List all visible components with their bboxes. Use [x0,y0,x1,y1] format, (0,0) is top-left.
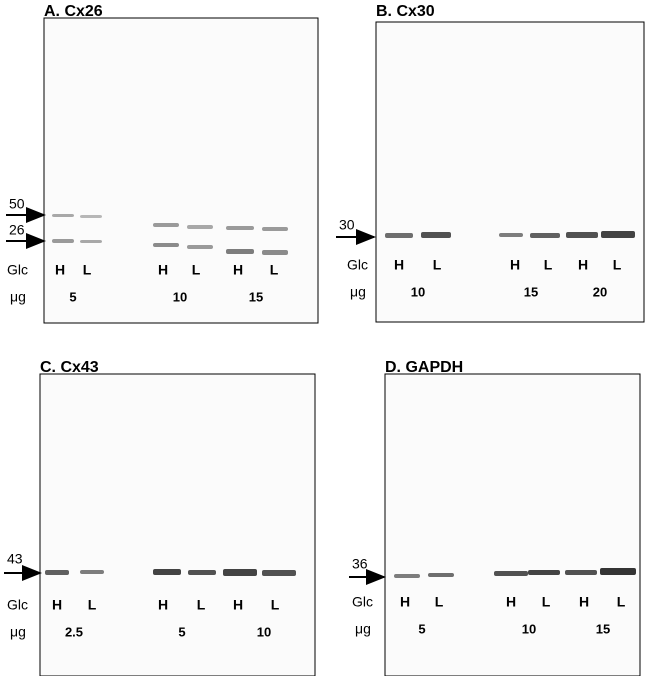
ug-label: μg [355,621,371,637]
panel-title: C. Cx43 [40,359,99,376]
band [80,570,104,574]
lane-label: H [506,594,516,610]
lane-label: H [579,594,589,610]
lane-label: H [55,262,65,278]
amount-label: 20 [593,284,607,299]
glc-label: Glc [7,262,28,278]
blot-frame [375,21,645,323]
band [499,233,523,237]
lane-label: H [233,262,243,278]
lane-label: L [544,257,553,273]
amount-label: 10 [411,284,425,299]
marker-label: 26 [9,222,25,238]
band [187,245,213,249]
lane-label: H [394,257,404,273]
band [80,215,102,218]
amount-label: 2.5 [65,624,83,639]
band [421,232,451,238]
lane-label: L [270,262,279,278]
band [565,570,597,575]
glc-label: Glc [7,597,28,613]
lane-label: H [52,597,62,613]
band [600,568,636,575]
marker-label: 36 [352,556,368,572]
band [601,231,635,238]
band [226,226,254,230]
lane-label: L [613,257,622,273]
band [153,243,179,247]
band [52,239,74,243]
lane-label: L [88,597,97,613]
lane-label: L [83,262,92,278]
blot-frame [43,17,319,324]
band [188,570,216,575]
band [528,570,560,575]
band [226,249,254,254]
band [262,250,288,255]
lane-label: H [158,262,168,278]
band [153,569,181,575]
lane-label: L [433,257,442,273]
amount-label: 10 [173,289,187,304]
panel-title: A. Cx26 [44,3,103,20]
glc-label: Glc [347,257,368,273]
marker-label: 30 [339,217,355,233]
lane-label: H [578,257,588,273]
glc-label: Glc [352,594,373,610]
band [385,233,413,238]
band [223,569,257,576]
amount-label: 15 [596,621,610,636]
amount-label: 5 [418,621,425,636]
band [530,233,560,238]
lane-label: L [192,262,201,278]
ug-label: μg [350,284,366,300]
band [566,232,598,238]
ug-label: μg [10,624,26,640]
blot-frame [39,373,316,676]
band [494,571,528,576]
panel-title: B. Cx30 [376,3,435,20]
lane-label: H [510,257,520,273]
band [394,574,420,578]
ug-label: μg [10,289,26,305]
band [80,240,102,243]
lane-label: L [617,594,626,610]
amount-label: 15 [524,284,538,299]
band [187,225,213,229]
band [52,214,74,217]
band [262,570,296,576]
lane-label: H [233,597,243,613]
lane-label: H [400,594,410,610]
lane-label: L [542,594,551,610]
marker-label: 43 [7,551,23,567]
amount-label: 5 [69,289,76,304]
band [153,223,179,227]
band [262,227,288,231]
lane-label: H [158,597,168,613]
band [45,570,69,575]
lane-label: L [435,594,444,610]
panel-title: D. GAPDH [385,359,463,376]
amount-label: 10 [257,624,271,639]
amount-label: 15 [249,289,263,304]
amount-label: 10 [522,621,536,636]
lane-label: L [197,597,206,613]
amount-label: 5 [178,624,185,639]
blot-frame [384,373,641,676]
lane-label: L [271,597,280,613]
marker-label: 50 [9,196,25,212]
band [428,573,454,577]
